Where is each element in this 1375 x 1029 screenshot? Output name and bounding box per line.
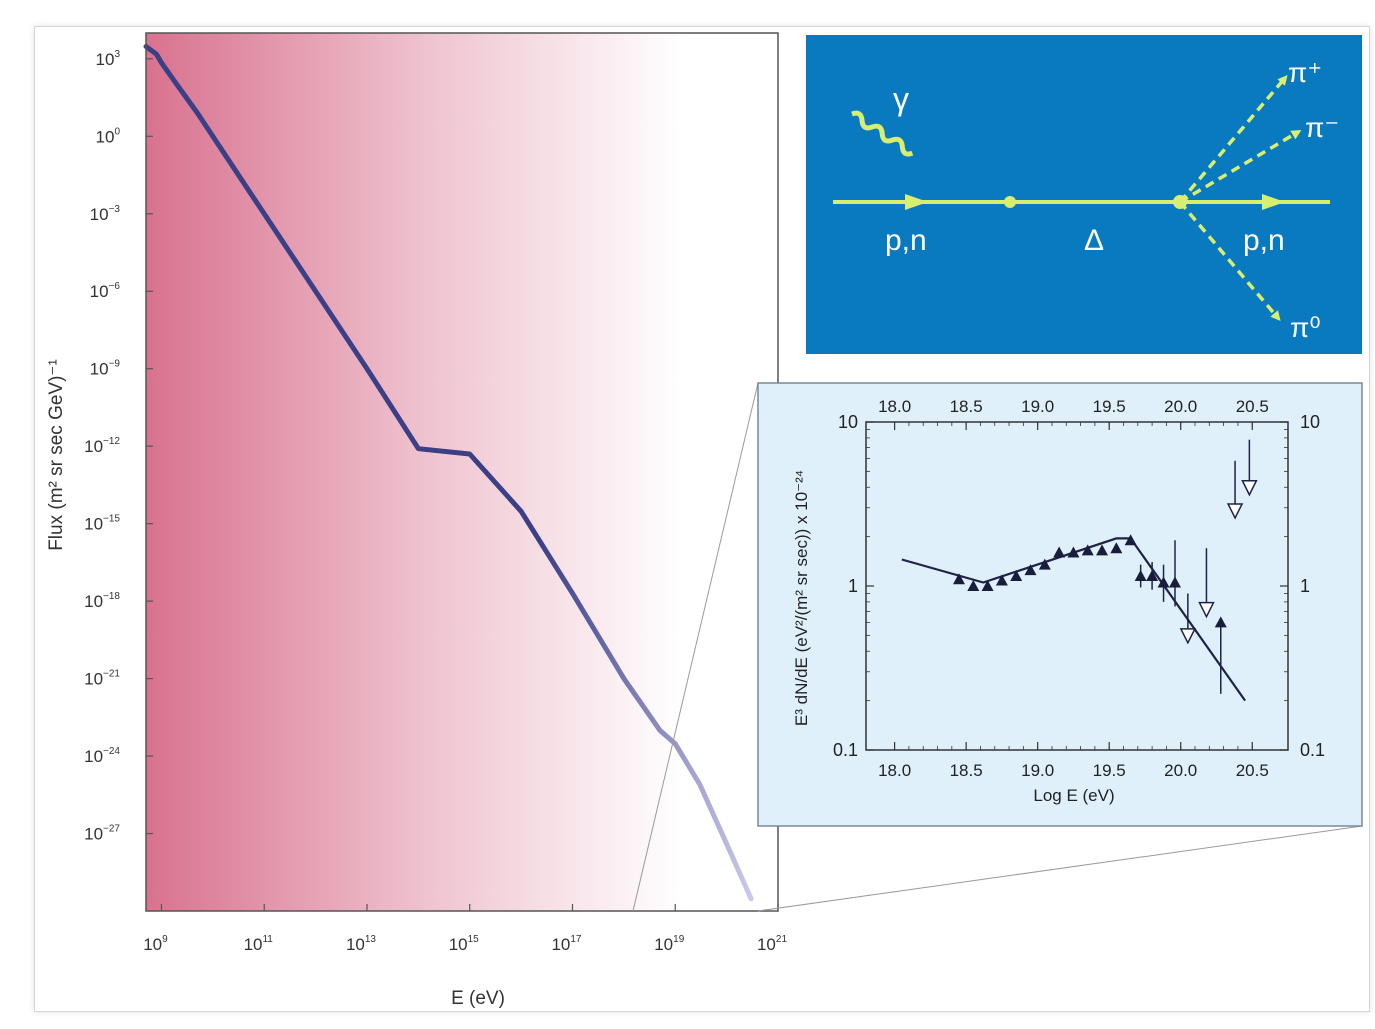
main-plot-background: [146, 33, 778, 911]
inset-y-tick-label: 0.1: [833, 740, 858, 760]
inset-y-axis-label: E³ dN/dE (eV²/(m² sr sec)) x 10⁻²⁴: [792, 470, 811, 726]
y-tick-label: 10−12: [84, 436, 120, 456]
inset-data-triangle: [995, 574, 1008, 586]
inset-upper-limit-arrow: [1226, 503, 1244, 520]
inset-y-tick-label: 1: [848, 576, 858, 596]
x-tick-label: 1013: [346, 934, 376, 954]
y-tick-label: 10−9: [90, 359, 121, 379]
y-tick-label: 10−18: [84, 591, 120, 611]
x-tick-label: 1021: [757, 934, 787, 954]
pi-zero-label: π⁰: [1290, 312, 1321, 343]
y-tick-label: 10−27: [84, 824, 120, 844]
pi-minus-line: [1179, 129, 1302, 204]
inset-y-tick-label-right: 10: [1300, 412, 1320, 432]
inset-x-tick-label: 18.5: [950, 761, 983, 780]
incoming-arrowhead: [905, 194, 928, 210]
outgoing-nucleon-label: p,n: [1243, 224, 1285, 257]
gamma-label: γ: [893, 81, 909, 117]
main-x-axis-label: E (eV): [451, 988, 505, 1009]
photopion-diagram: γ p,n Δ p,n π⁺ π⁻ π⁰: [806, 35, 1362, 354]
inset-x-tick-label: 20.5: [1236, 761, 1269, 780]
inset-x-tick-label-top: 20.5: [1236, 397, 1269, 416]
outgoing-arrowhead: [1262, 194, 1285, 210]
zoom-connector-right: [757, 825, 1363, 912]
x-tick-label: 1015: [449, 934, 479, 954]
x-tick-label: 1019: [654, 934, 684, 954]
inset-data-triangle: [1038, 558, 1051, 570]
pi-minus-label: π⁻: [1305, 112, 1339, 143]
inset-x-tick-label-top: 18.5: [950, 397, 983, 416]
inset-data-triangle: [952, 573, 965, 585]
inset-background: [757, 382, 1363, 827]
inset-data-triangle: [1124, 534, 1137, 546]
inset-spectrum-chart: 18.0 18.0 18.5 18.5 19.0 19.0 19.5 19.5 20.0 20.0…: [757, 382, 1363, 827]
inset-x-tick-label-top: 19.5: [1093, 397, 1126, 416]
inset-data-triangle: [1146, 570, 1159, 582]
flux-series-line: [143, 44, 754, 902]
inset-data-layer: 18.0 18.0 18.5 18.5 19.0 19.0 19.5 19.5 20.0 20.0…: [833, 397, 1325, 780]
x-tick-label: 1011: [244, 934, 274, 954]
inset-data-triangle: [1134, 570, 1147, 582]
inset-data-triangle: [1081, 544, 1094, 556]
zoom-connector-left: [632, 382, 759, 912]
inset-x-tick-label-top: 19.0: [1021, 397, 1054, 416]
inset-data-triangle: [981, 580, 994, 591]
x-tick-label: 1017: [551, 934, 581, 954]
inset-y-tick-label: 10: [838, 412, 858, 432]
inset-data-triangle: [1024, 564, 1037, 576]
inset-x-axis-label: Log E (eV): [1033, 786, 1114, 805]
y-tick-label: 10−6: [90, 281, 121, 301]
delta-label: Δ: [1084, 224, 1104, 257]
inset-data-triangle: [1096, 544, 1109, 556]
inset-upper-limit-arrow: [1179, 628, 1197, 645]
inset-y-tick-label-right: 0.1: [1300, 740, 1325, 760]
inset-data-triangle: [1214, 616, 1227, 628]
flux-curve-layer: [143, 44, 754, 902]
inset-x-tick-label: 18.0: [878, 761, 911, 780]
inset-data-triangle: [1067, 546, 1080, 558]
inset-upper-limit-arrow: [1198, 601, 1215, 619]
inset-y-tick-label-right: 1: [1300, 576, 1310, 596]
inset-data-triangle: [1053, 546, 1066, 558]
main-y-axis-label: Flux (m² sr sec GeV)⁻¹: [46, 359, 67, 551]
pi-zero-line: [1178, 200, 1281, 322]
inset-x-tick-label-top: 20.0: [1164, 397, 1197, 416]
inset-data-triangle: [1168, 576, 1181, 588]
pi-plus-line: [1178, 74, 1288, 204]
photon-wavy-line: [851, 110, 914, 157]
inset-x-tick-label: 20.0: [1164, 761, 1197, 780]
x-tick-label: 109: [143, 934, 168, 954]
y-tick-label: 10−3: [90, 204, 121, 224]
inset-x-tick-label-top: 18.0: [878, 397, 911, 416]
main-flux-chart: 109 1011 1013 1015 1017 1019 1021 103 100 10−3 10−…: [46, 32, 787, 1009]
inset-data-triangle: [1110, 542, 1123, 554]
inset-data-triangle: [967, 580, 980, 591]
pi-plus-label: π⁺: [1288, 57, 1322, 88]
y-tick-label: 10−15: [84, 514, 120, 534]
y-tick-label: 103: [96, 49, 121, 69]
vertex-left: [1004, 196, 1016, 208]
inset-x-tick-label: 19.0: [1021, 761, 1054, 780]
y-tick-label: 100: [96, 126, 121, 146]
y-tick-label: 10−21: [84, 669, 120, 689]
inset-fit-line: [901, 537, 1246, 702]
y-tick-label: 10−24: [84, 746, 120, 766]
inset-upper-limit-arrow: [1241, 480, 1258, 497]
incoming-nucleon-label: p,n: [885, 224, 927, 257]
inset-x-tick-label: 19.5: [1093, 761, 1126, 780]
inset-data-triangle: [1157, 576, 1170, 588]
diagram-background: [806, 35, 1362, 354]
inset-data-triangle: [1010, 570, 1023, 582]
